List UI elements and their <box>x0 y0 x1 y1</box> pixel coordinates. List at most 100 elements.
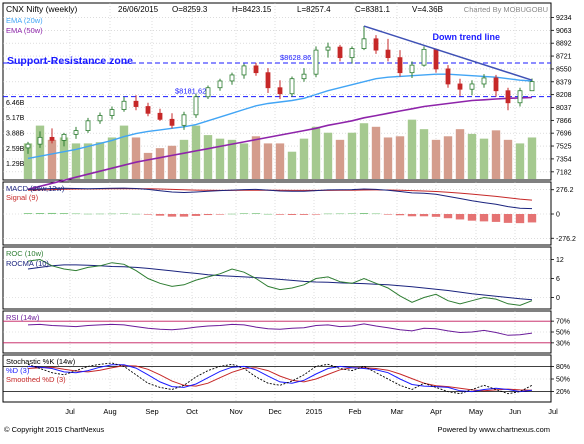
indicator-tick-label: 0 <box>556 295 560 302</box>
volume-bar <box>479 138 489 179</box>
candle-body <box>265 72 271 89</box>
candle-body <box>421 48 427 66</box>
volume-bar <box>215 138 225 179</box>
x-tick-label: Jun <box>509 407 521 416</box>
volume-bar <box>347 132 357 179</box>
candle-body <box>157 112 163 120</box>
macd-histogram-bar <box>311 214 321 215</box>
volume-bar <box>59 137 69 179</box>
indicator-tick-label: 6 <box>556 276 560 283</box>
candle-body <box>97 115 103 122</box>
candle-body <box>205 87 211 98</box>
volume-bar <box>179 139 189 179</box>
price-tick-label: 7182 <box>556 169 572 176</box>
macd-histogram-bar <box>419 214 429 217</box>
macd-line <box>27 187 533 210</box>
macd-histogram-bar <box>347 213 357 214</box>
volume-bar <box>323 132 333 179</box>
macd-histogram-bar <box>239 213 249 214</box>
legend-ema20: EMA (20w) <box>6 16 43 25</box>
symbol-title: CNX Nifty (weekly) <box>6 4 77 14</box>
candle-body <box>469 83 475 90</box>
rsi-line <box>27 323 533 336</box>
candle-body <box>409 64 415 74</box>
volume-bar <box>431 139 441 179</box>
powered-by-text: Powered by www.chartnexus.com <box>437 425 550 434</box>
candle-body <box>193 96 199 116</box>
stochastic-panel-frame <box>2 354 552 403</box>
macd-histogram-bar <box>359 213 369 214</box>
header-open: O=8259.3 <box>172 5 208 14</box>
indicator-tick-label: -276.2 <box>556 236 576 243</box>
legend-ema50: EMA (50w) <box>6 26 43 35</box>
legend-signal: Signal (9) <box>6 193 39 202</box>
macd-histogram-bar <box>335 213 345 215</box>
legend-stoch-k: Stochastic %K (14w) <box>6 357 76 366</box>
price-tick-label: 8379 <box>556 79 572 86</box>
macd-histogram-bar <box>203 214 213 216</box>
header-volume: V=4.36B <box>412 5 443 14</box>
price-tick-label: 7525 <box>556 144 572 151</box>
down-trend-label: Down trend line <box>433 32 501 42</box>
macd-histogram-bar <box>467 214 477 221</box>
macd-histogram-bar <box>455 214 465 220</box>
indicator-tick-label: 80% <box>556 364 570 371</box>
price-tick-label: 8892 <box>556 41 572 48</box>
indicator-tick-label: 0 <box>556 212 560 219</box>
candle-body <box>181 114 187 126</box>
candle-body <box>385 49 391 59</box>
candle-body <box>109 109 115 116</box>
legend-macd: MACD (26w,12w) <box>6 184 65 193</box>
volume-bar <box>455 129 465 179</box>
price-tick-label: 7866 <box>556 118 572 125</box>
macd-histogram-bar <box>275 214 285 215</box>
volume-bar <box>359 123 369 179</box>
macd-histogram-bar <box>119 213 129 214</box>
volume-bar <box>407 119 417 179</box>
macd-histogram-bar <box>143 214 153 215</box>
price-tick-label: 9234 <box>556 15 572 22</box>
volume-bar <box>527 137 537 179</box>
header-low: L=8257.4 <box>297 5 331 14</box>
volume-tick-label: 5.17B <box>6 115 25 122</box>
candle-body <box>313 49 319 75</box>
volume-bar <box>155 148 165 179</box>
macd-histogram-bar <box>155 214 165 216</box>
volume-bar <box>467 133 477 179</box>
x-tick-label: Oct <box>186 407 199 416</box>
header-date: 26/06/2015 <box>118 5 159 14</box>
x-tick-label: Jul <box>65 407 75 416</box>
candle-body <box>397 57 403 74</box>
volume-bar <box>299 138 309 179</box>
volume-bar <box>131 137 141 179</box>
macd-histogram-bar <box>35 213 45 214</box>
candle-body <box>229 74 235 82</box>
macd-histogram-bar <box>431 214 441 217</box>
macd-histogram-bar <box>503 214 513 223</box>
volume-bar <box>83 143 93 179</box>
volume-bar <box>275 143 285 179</box>
price-layer <box>3 25 551 191</box>
volume-bar <box>191 125 201 179</box>
axis-layer: Jul Aug Sep Oct Nov Dec 2015 Feb Mar Apr May Jun Jul… <box>6 15 576 416</box>
indicator-tick-label: 50% <box>556 377 570 384</box>
indicator-tick-label: 50% <box>556 330 570 337</box>
volume-bar <box>371 126 381 179</box>
macd-histogram-bar <box>59 213 69 214</box>
macd-histogram-bar <box>167 214 177 217</box>
candle-body <box>433 48 439 70</box>
candle-body <box>325 46 331 51</box>
legend-rsi: RSI (14w) <box>6 313 40 322</box>
volume-bar <box>23 143 33 179</box>
x-tick-label: Mar <box>391 407 404 416</box>
volume-bar <box>251 136 261 179</box>
candle-body <box>337 46 343 59</box>
volume-bar <box>395 136 405 179</box>
volume-bar <box>203 135 213 179</box>
volume-layer <box>23 119 537 179</box>
volume-bar <box>95 142 105 179</box>
indicator-layer <box>3 187 551 395</box>
down-trend-line <box>363 25 533 81</box>
volume-tick-label: 3.88B <box>6 130 25 137</box>
copyright-text: © Copyright 2015 ChartNexus <box>4 425 104 434</box>
